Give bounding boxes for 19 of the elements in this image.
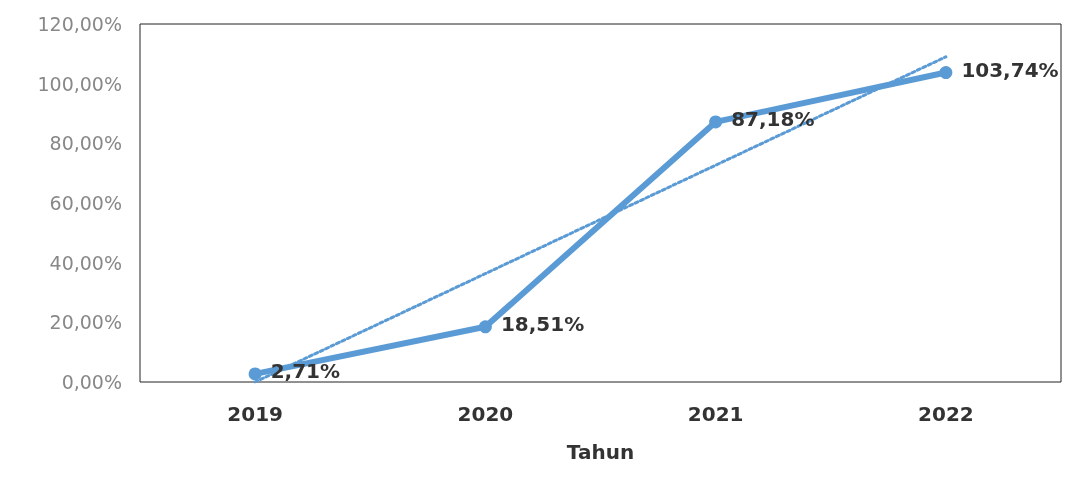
data-label: 103,74% xyxy=(961,57,1059,82)
y-tick-label: 60,00% xyxy=(49,192,122,214)
point xyxy=(478,320,492,334)
y-tick-label: 20,00% xyxy=(49,311,122,334)
data-label: 18,51% xyxy=(500,311,585,336)
y-tick-label: 100,00% xyxy=(37,72,122,95)
y-tick-label: 0,00% xyxy=(61,371,122,393)
x-axis-title: Tahun xyxy=(566,440,635,464)
point xyxy=(248,367,262,381)
data-label: 2,71% xyxy=(270,358,341,383)
y-tick-label: 120,00% xyxy=(37,13,122,35)
point xyxy=(939,66,953,80)
x-tick-label: 2022 xyxy=(918,402,974,426)
point xyxy=(709,115,723,129)
x-tick-label: 2020 xyxy=(457,402,514,426)
y-tick-label: 40,00% xyxy=(49,251,122,274)
x-tick-label: 2021 xyxy=(687,402,744,426)
x-tick-label: 2019 xyxy=(227,402,283,426)
y-tick-label: 80,00% xyxy=(49,132,122,155)
